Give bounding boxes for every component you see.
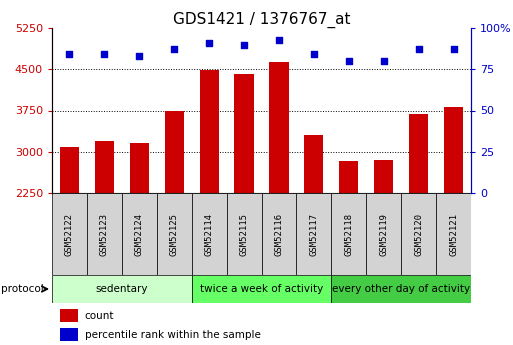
Bar <box>61 328 78 341</box>
Bar <box>165 110 184 193</box>
Text: GSM52118: GSM52118 <box>344 213 353 256</box>
Text: GSM52123: GSM52123 <box>100 213 109 256</box>
Point <box>310 52 318 57</box>
Point <box>275 37 283 42</box>
Point <box>415 47 423 52</box>
Bar <box>192 275 331 303</box>
Bar <box>366 193 401 275</box>
Text: GSM52120: GSM52120 <box>414 213 423 256</box>
Bar <box>339 160 359 193</box>
Bar <box>304 135 324 193</box>
Bar <box>192 193 227 275</box>
Bar <box>52 275 192 303</box>
Bar <box>436 193 471 275</box>
Bar <box>409 114 428 193</box>
Text: GSM52114: GSM52114 <box>205 213 213 256</box>
Bar <box>262 193 297 275</box>
Text: GSM52117: GSM52117 <box>309 213 319 256</box>
Point <box>135 53 144 59</box>
Text: GSM52121: GSM52121 <box>449 213 458 256</box>
Text: percentile rank within the sample: percentile rank within the sample <box>85 329 261 339</box>
Text: GSM52124: GSM52124 <box>135 213 144 256</box>
Bar <box>87 193 122 275</box>
Bar <box>234 73 253 193</box>
Point <box>205 40 213 46</box>
Text: GSM52119: GSM52119 <box>379 213 388 256</box>
Bar <box>444 107 463 193</box>
Title: GDS1421 / 1376767_at: GDS1421 / 1376767_at <box>173 12 350 28</box>
Bar <box>200 70 219 193</box>
Bar <box>61 309 78 322</box>
Bar <box>52 193 87 275</box>
Bar <box>60 147 79 193</box>
Text: sedentary: sedentary <box>95 284 148 294</box>
Bar <box>157 193 192 275</box>
Point <box>65 52 73 57</box>
Text: GSM52115: GSM52115 <box>240 213 248 256</box>
Point <box>170 47 179 52</box>
Point <box>345 58 353 64</box>
Text: GSM52116: GSM52116 <box>274 213 284 256</box>
Text: every other day of activity: every other day of activity <box>332 284 470 294</box>
Point <box>100 52 108 57</box>
Bar <box>374 160 393 193</box>
Bar <box>122 193 157 275</box>
Bar <box>331 275 471 303</box>
Text: GSM52125: GSM52125 <box>170 213 179 256</box>
Bar <box>401 193 436 275</box>
Point <box>380 58 388 64</box>
Bar <box>269 62 288 193</box>
Bar <box>95 141 114 193</box>
Point <box>240 42 248 47</box>
Text: count: count <box>85 310 114 321</box>
Text: GSM52122: GSM52122 <box>65 213 74 256</box>
Bar <box>130 143 149 193</box>
Text: twice a week of activity: twice a week of activity <box>200 284 323 294</box>
Bar <box>227 193 262 275</box>
Bar <box>331 193 366 275</box>
Text: protocol: protocol <box>1 284 47 294</box>
Point <box>449 47 458 52</box>
Bar <box>297 193 331 275</box>
